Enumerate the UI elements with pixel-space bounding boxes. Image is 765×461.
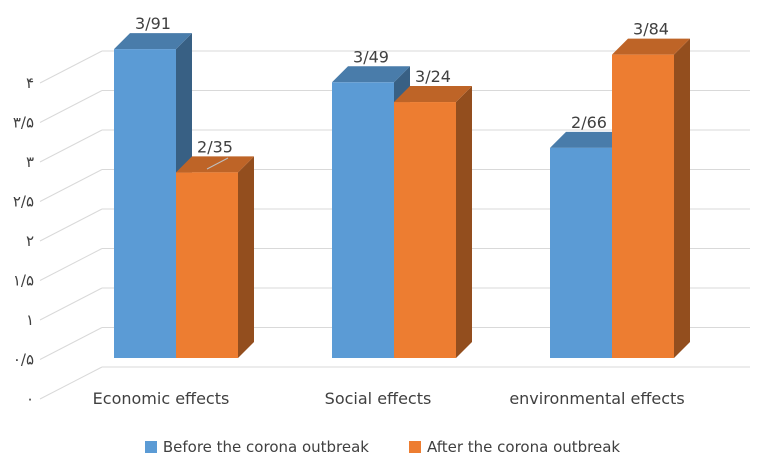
y-tick-label: ۲/۵ — [13, 193, 34, 211]
bar — [332, 82, 394, 358]
gridline-diagonal — [39, 208, 103, 242]
gridline-diagonal — [39, 129, 103, 163]
bar-top — [612, 38, 690, 55]
legend-swatch-before — [144, 441, 157, 453]
data-label: 2/66 — [571, 113, 607, 132]
data-label: 3/24 — [415, 67, 451, 86]
bar — [176, 172, 238, 358]
gridline-diagonal — [39, 50, 103, 84]
y-tick-label: ۱/۵ — [13, 272, 34, 290]
gridline-diagonal — [39, 327, 103, 360]
bar-side — [238, 156, 254, 358]
y-tick-label: ۳ — [26, 153, 34, 171]
bar-side — [674, 38, 690, 358]
bar-top — [332, 66, 410, 83]
bar — [114, 49, 176, 359]
data-label: 3/84 — [633, 20, 669, 39]
legend: Before the corona outbreak After the cor… — [0, 436, 765, 458]
legend-swatch-after — [409, 441, 421, 453]
gridline-diagonal — [39, 366, 103, 400]
y-tick-label: ۴ — [26, 74, 34, 92]
data-label: 3/91 — [135, 14, 171, 33]
legend-item-after: After the corona outbreak — [409, 438, 620, 456]
bar-side — [456, 86, 472, 358]
y-tick-label: ۰/۵ — [13, 351, 34, 369]
x-tick-label: environmental effects — [509, 389, 684, 408]
data-label: 3/49 — [353, 47, 389, 66]
gridline-diagonal — [39, 287, 103, 321]
gridline-diagonal — [39, 90, 103, 123]
gridline-diagonal — [39, 169, 103, 202]
bar-top — [114, 33, 192, 50]
chart: ۰۰/۵۱۱/۵۲۲/۵۳۳/۵۴ 3/912/353/493/242/663/… — [13, 14, 750, 408]
leader-line — [206, 157, 229, 170]
legend-label-after: After the corona outbreak — [427, 438, 621, 456]
y-tick-label: ۱ — [26, 311, 34, 329]
x-tick-label: Social effects — [325, 389, 432, 408]
data-label: 2/35 — [197, 137, 233, 156]
y-tick-label: ۰ — [26, 390, 34, 408]
y-tick-label: ۲ — [26, 232, 34, 250]
bar-top — [394, 86, 472, 103]
x-tick-label: Economic effects — [93, 389, 230, 408]
data-labels: 3/91 2/35 3/49 3/24 2/66 3/84 — [135, 14, 669, 170]
bar — [394, 102, 456, 358]
bar — [550, 147, 612, 358]
gridline-diagonal — [39, 248, 103, 281]
bars — [114, 33, 690, 359]
legend-item-before: Before the corona outbreak — [144, 438, 369, 456]
y-axis-ticks: ۰ ۰/۵ ۱ ۱/۵ ۲ ۲/۵ ۳ ۳/۵ ۴ — [13, 74, 34, 408]
y-tick-label: ۳/۵ — [13, 114, 34, 132]
x-axis-ticks: Economic effects Social effects environmen… — [93, 389, 685, 408]
bar — [612, 54, 674, 358]
legend-label-before: Before the corona outbreak — [162, 438, 369, 456]
bar-top — [550, 131, 628, 148]
